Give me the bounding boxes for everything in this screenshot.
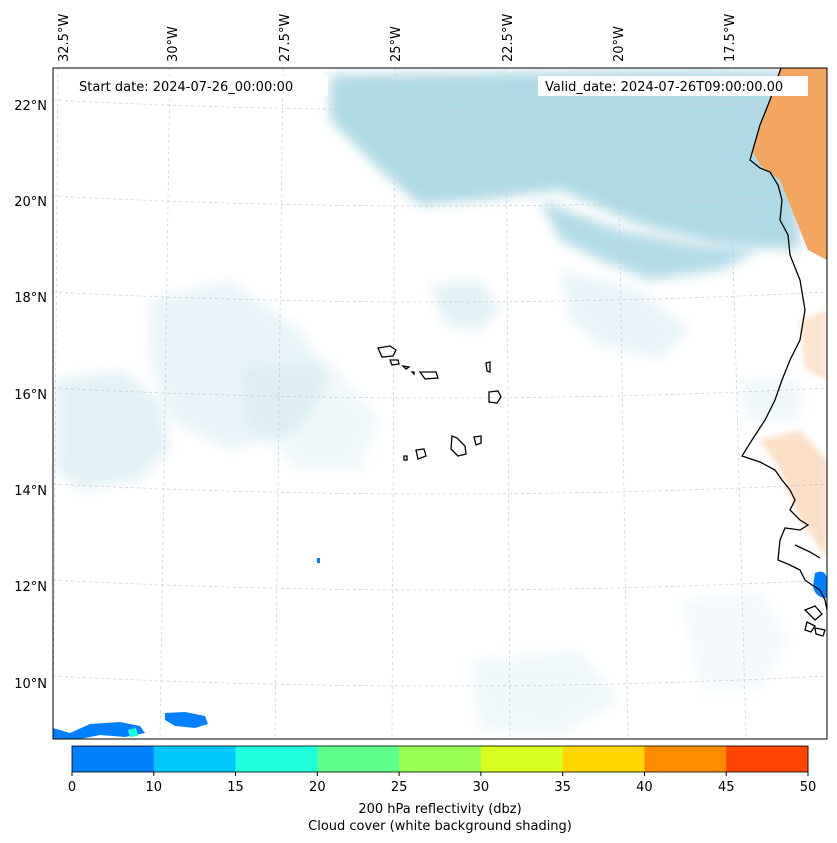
coastline [377,68,827,637]
start-date-box [73,76,328,96]
colorbar-tick-label: 0 [68,780,76,795]
lat-label-18n: 18°N [14,291,47,306]
lon-label-32-5w: 32.5°W [57,14,72,62]
latitude-labels: 22°N 20°N 18°N 16°N 14°N 12°N 10°N [14,99,47,692]
reflectivity-blob-high [128,728,138,737]
lat-label-12n: 12°N [14,580,47,595]
colorbar-tick-label: 15 [227,780,244,795]
colorbar-tick-label: 20 [309,780,326,795]
colorbar-segment [72,746,155,772]
colorbar-tick-label: 30 [473,780,490,795]
valid-date-text: Valid_date: 2024-07-26T09:00:00.00 [545,80,783,95]
lon-label-25w: 25°W [389,26,404,62]
gridlines [53,68,827,739]
colorbar-segment [644,746,727,772]
lat-label-10n: 10°N [14,677,47,692]
colorbar-tick-label: 10 [146,780,163,795]
colorbar-segment [726,746,809,772]
colorbar-tick-label: 50 [800,780,817,795]
lon-label-27-5w: 27.5°W [278,14,293,62]
colorbar-tick-label: 25 [391,780,408,795]
lat-label-22n: 22°N [14,99,47,114]
longitude-labels: 32.5°W 30°W 27.5°W 25°W 22.5°W 20°W 17.5… [57,14,738,62]
colorbar-tick-label: 35 [554,780,571,795]
colorbar-segment [399,746,482,772]
colorbar: 0 10 15 20 25 30 35 40 45 50 [68,745,817,795]
colorbar-label-line2: Cloud cover (white background shading) [308,819,572,834]
lon-label-22-5w: 22.5°W [501,14,516,62]
lat-label-20n: 20°N [14,195,47,210]
lon-label-30w: 30°W [166,26,181,62]
reflectivity-blobs [53,558,827,739]
lat-label-14n: 14°N [14,484,47,499]
start-date-text: Start date: 2024-07-26_00:00:00 [79,80,293,95]
valid-date-box [538,76,808,96]
lon-label-20w: 20°W [612,26,627,62]
cloud-cover-shading [55,70,800,735]
land-shading [752,68,827,560]
map-frame [52,67,828,740]
lat-label-16n: 16°N [14,388,47,403]
colorbar-segment [153,746,237,772]
lon-label-17-5w: 17.5°W [723,14,738,62]
colorbar-segment [480,746,564,772]
colorbar-segment [562,746,645,772]
colorbar-tick-label: 40 [636,780,653,795]
colorbar-segment [317,746,400,772]
colorbar-label-line1: 200 hPa reflectivity (dbz) [358,802,521,817]
map-content [53,68,827,739]
colorbar-frame [71,745,809,773]
colorbar-segment [235,746,318,772]
colorbar-tick-label: 45 [718,780,735,795]
